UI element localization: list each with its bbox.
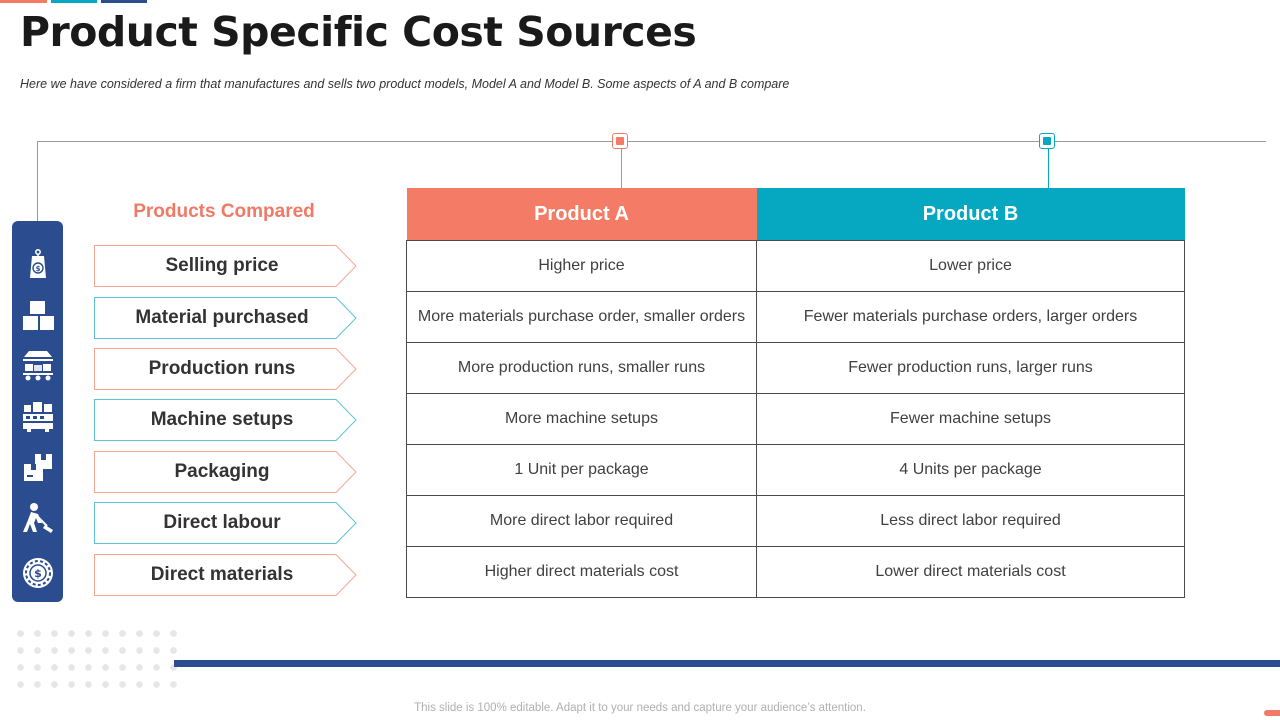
compared-item-label: Material purchased <box>135 307 309 328</box>
cell-product-a: More production runs, smaller runs <box>406 342 757 394</box>
arrow-frame-coral <box>94 348 357 390</box>
header-product-a: Product A <box>406 188 757 241</box>
top-accent-navy <box>101 0 147 3</box>
cell-product-a: More direct labor required <box>406 495 757 547</box>
table-row: More materials purchase order, smaller o… <box>406 291 1185 343</box>
machine-icon <box>21 399 55 433</box>
cell-product-b: Fewer production runs, larger runs <box>756 342 1185 394</box>
comparison-table: Product A Product B Higher price Lower p… <box>406 188 1185 598</box>
top-accent-teal <box>51 0 97 3</box>
coin-gear-icon: $ <box>21 556 55 590</box>
header-product-b: Product B <box>756 188 1185 241</box>
icon-sidebar: $ $ <box>12 221 63 602</box>
cell-product-b: Lower direct materials cost <box>756 546 1185 598</box>
product-b-node <box>1039 133 1055 149</box>
cell-product-b: Fewer machine setups <box>756 393 1185 445</box>
cell-product-a: 1 Unit per package <box>406 444 757 496</box>
arrow-frame-coral <box>94 554 357 596</box>
table-row: More production runs, smaller runs Fewer… <box>406 342 1185 394</box>
compared-item-production-runs: Production runs <box>94 348 358 390</box>
arrow-frame-teal <box>94 399 357 441</box>
price-tag-icon: $ <box>21 248 55 282</box>
footer-note: This slide is 100% editable. Adapt it to… <box>414 702 866 714</box>
arrow-frame-coral <box>94 451 357 493</box>
cell-product-b: Fewer materials purchase orders, larger … <box>756 291 1185 343</box>
connector-line-left <box>37 141 38 222</box>
compared-item-machine-setups: Machine setups <box>94 399 358 441</box>
compared-item-selling-price: Selling price <box>94 245 358 287</box>
corner-accent <box>1264 710 1280 716</box>
compared-item-direct-materials: Direct materials <box>94 554 358 596</box>
connector-line-a <box>621 149 622 188</box>
compared-item-label: Machine setups <box>150 409 294 430</box>
compared-item-material-purchased: Material purchased <box>94 297 358 339</box>
boxes-icon <box>21 298 55 332</box>
svg-text:$: $ <box>34 567 42 580</box>
connector-line-b <box>1048 149 1049 188</box>
connector-line-horizontal <box>37 141 1266 142</box>
compared-item-label: Packaging <box>174 461 270 482</box>
slide-title: Product Specific Cost Sources <box>20 8 697 56</box>
svg-text:$: $ <box>36 265 41 273</box>
worker-icon <box>21 501 55 535</box>
table-row: More direct labor required Less direct l… <box>406 495 1185 547</box>
compared-item-label: Direct materials <box>150 564 294 585</box>
compared-item-label: Production runs <box>148 358 296 379</box>
arrow-frame-coral <box>94 245 357 287</box>
table-row: More machine setups Fewer machine setups <box>406 393 1185 445</box>
table-row: Higher direct materials cost Lower direc… <box>406 546 1185 598</box>
compared-item-packaging: Packaging <box>94 451 358 493</box>
cell-product-a: More materials purchase order, smaller o… <box>406 291 757 343</box>
bottom-accent-bar <box>174 660 1280 667</box>
package-icon <box>21 450 55 484</box>
arrow-frame-teal <box>94 297 357 339</box>
products-compared-title: Products Compared <box>133 201 315 222</box>
product-a-node <box>612 133 628 149</box>
table-header-row: Product A Product B <box>406 188 1185 241</box>
compared-item-label: Direct labour <box>163 512 281 533</box>
compared-item-label: Selling price <box>165 255 279 276</box>
cell-product-a: More machine setups <box>406 393 757 445</box>
decorative-dot-grid <box>12 625 182 689</box>
arrow-frame-teal <box>94 502 357 544</box>
conveyor-icon <box>21 348 55 382</box>
cell-product-a: Higher direct materials cost <box>406 546 757 598</box>
cell-product-b: 4 Units per package <box>756 444 1185 496</box>
cell-product-b: Lower price <box>756 240 1185 292</box>
table-row: Higher price Lower price <box>406 240 1185 292</box>
table-row: 1 Unit per package 4 Units per package <box>406 444 1185 496</box>
compared-item-direct-labour: Direct labour <box>94 502 358 544</box>
cell-product-b: Less direct labor required <box>756 495 1185 547</box>
cell-product-a: Higher price <box>406 240 757 292</box>
top-accent-coral <box>0 0 47 3</box>
slide-subtitle: Here we have considered a firm that manu… <box>20 77 790 91</box>
